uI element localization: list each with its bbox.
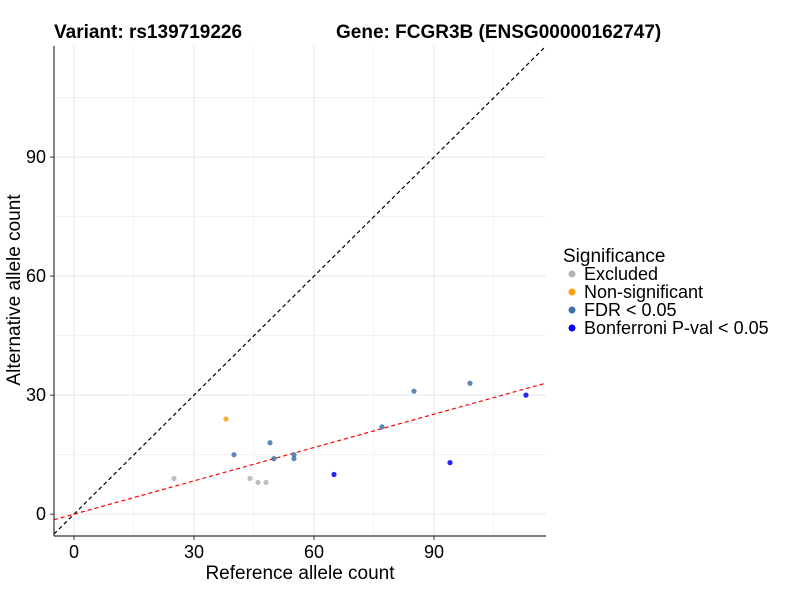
x-tick-label: 0: [69, 542, 79, 562]
x-axis-label: Reference allele count: [205, 563, 395, 584]
data-points: [171, 380, 529, 486]
reference-line-fit: [54, 382, 546, 521]
x-tick-label: 30: [184, 542, 204, 562]
legend: Significance ExcludedNon-significantFDR …: [563, 246, 769, 338]
y-axis-label: Alternative allele count: [4, 194, 25, 386]
legend-entry-label: FDR < 0.05: [584, 300, 677, 320]
data-point: [223, 416, 229, 422]
legend-key: [568, 324, 576, 332]
y-tick-label: 60: [26, 266, 46, 286]
tick-labels: 0 30 60 90 0 30 60 90: [26, 147, 444, 562]
data-point: [331, 471, 337, 478]
legend-entry-label: Bonferroni P-val < 0.05: [584, 318, 769, 338]
chart-title-gene: Gene: FCGR3B (ENSG00000162747): [336, 22, 661, 43]
data-point: [267, 440, 273, 446]
y-tick-label: 0: [36, 504, 46, 524]
data-point: [247, 475, 253, 482]
data-point: [523, 392, 529, 398]
data-point: [255, 479, 261, 486]
data-point: [271, 456, 277, 462]
data-point: [291, 456, 297, 462]
data-point: [467, 380, 473, 386]
y-tick-label: 90: [26, 147, 46, 167]
reference-lines: [54, 46, 546, 535]
axes: [50, 46, 546, 540]
y-tick-label: 30: [26, 385, 46, 405]
legend-entry-label: Excluded: [584, 264, 658, 284]
legend-entry-label: Non-significant: [584, 282, 703, 302]
legend-key: [568, 288, 576, 296]
grid-lines: [54, 46, 546, 536]
legend-key: [568, 306, 576, 314]
data-point: [291, 452, 297, 458]
data-point: [447, 459, 453, 466]
data-point: [171, 475, 177, 482]
chart-title-variant: Variant: rs139719226: [54, 22, 242, 43]
legend-key: [568, 270, 576, 278]
x-tick-label: 90: [424, 542, 444, 562]
data-point: [263, 479, 269, 486]
data-point: [411, 388, 417, 394]
reference-line-identity: [54, 46, 546, 535]
x-tick-label: 60: [304, 542, 324, 562]
legend-title: Significance: [563, 246, 665, 267]
data-point: [379, 424, 385, 430]
data-point: [231, 452, 237, 458]
